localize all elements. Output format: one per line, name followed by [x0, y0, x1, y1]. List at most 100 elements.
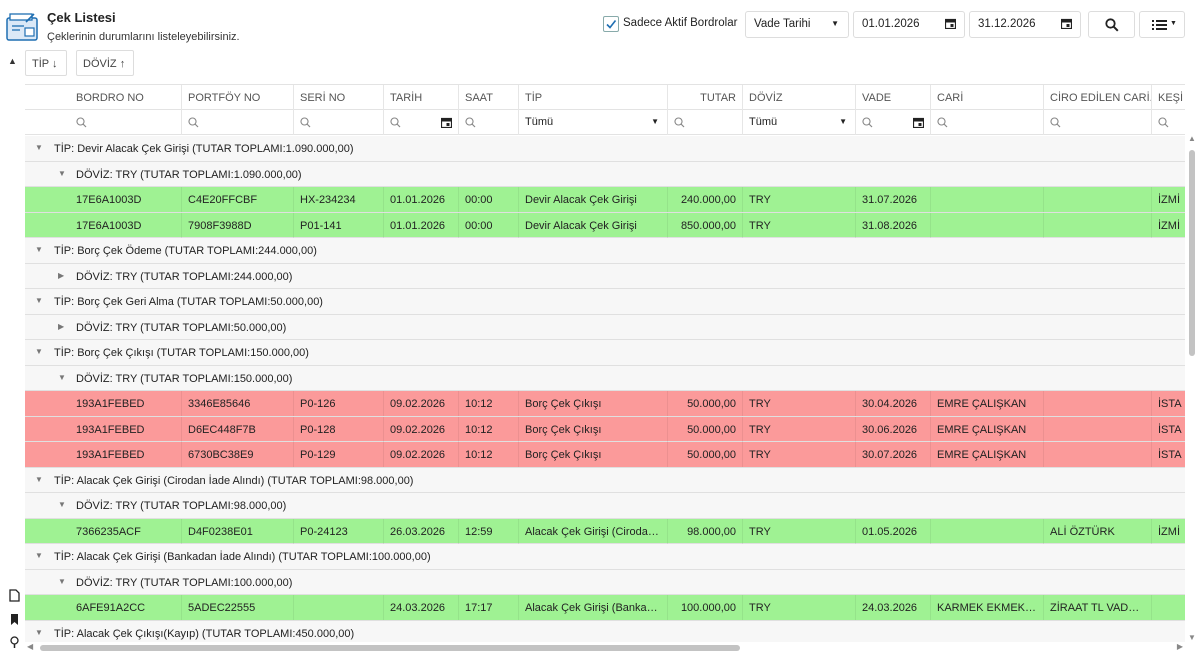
calendar-icon[interactable] [1061, 18, 1072, 29]
col-bordro-no-filter[interactable] [70, 110, 182, 135]
col-seri-no-filter[interactable] [294, 110, 384, 135]
file-icon[interactable] [9, 589, 20, 602]
col-cari-filter[interactable] [931, 110, 1044, 135]
col-ciro-edilen-cari-cell [1044, 187, 1152, 212]
col-vade-header[interactable]: VADE [856, 85, 931, 110]
col-ciro-edilen-cari-filter[interactable] [1044, 110, 1152, 135]
group-row-tip[interactable]: ▼ TİP: Alacak Çek Girişi (Cirodan İade Al… [25, 467, 1185, 493]
bookmark-icon[interactable] [9, 613, 20, 626]
chevron-down-icon[interactable]: ▼ [35, 551, 43, 560]
group-row-tip[interactable]: ▼ TİP: Borç Çek Çıkışı (TUTAR TOPLAMI:150… [25, 340, 1185, 366]
calendar-icon[interactable] [913, 117, 924, 128]
group-row-label: TİP: Alacak Çek Girişi (Bankadan İade Al… [54, 551, 431, 563]
chevron-down-icon[interactable]: ▼ [35, 627, 43, 637]
chevron-down-icon[interactable]: ▼ [58, 372, 66, 382]
horizontal-scrollbar[interactable]: ◀ ▶ [25, 642, 1185, 654]
col-vade-cell: 30.06.2026 [856, 416, 931, 442]
chevron-right-icon[interactable]: ▶ [58, 270, 65, 280]
col-tutar-cell: 50.000,00 [668, 391, 743, 416]
chevron-right-icon[interactable]: ▶ [58, 321, 65, 331]
col-tip-cell: Devir Alacak Çek Girişi [519, 187, 668, 212]
chevron-down-icon[interactable]: ▼ [35, 474, 43, 484]
col-cari-header[interactable]: CARİ [931, 85, 1044, 110]
table-row[interactable]: 6AFE91A2CC 5ADEC22555 24.03.2026 17:17 Alaca… [25, 595, 1185, 621]
list-menu-icon [1152, 20, 1167, 30]
table-row[interactable]: 193A1FEBED 6730BC38E9 P0-129 09.02.2026 10:1… [25, 442, 1185, 468]
table-row[interactable]: 17E6A1003D C4E20FFCBF HX-234234 01.01.2026 0… [25, 187, 1185, 213]
date-field-select[interactable]: Vade Tarihi ▼ [745, 11, 849, 38]
group-row-doviz[interactable]: ▼ DÖVİZ: TRY (TUTAR TOPLAMI:100.000,00) [25, 569, 1185, 595]
col-tarih-cell: 09.02.2026 [384, 416, 459, 442]
group-chip-doviz[interactable]: DÖVİZ ↑ [76, 50, 134, 76]
date-to-input[interactable]: 31.12.2026 [969, 11, 1081, 38]
col-tutar-header[interactable]: TUTAR [668, 85, 743, 110]
scroll-down-icon[interactable]: ▼ [1188, 633, 1196, 642]
group-chip-tip[interactable]: TİP ↓ [25, 50, 67, 76]
calendar-icon[interactable] [945, 18, 956, 29]
col-bordro-no-cell: 17E6A1003D [70, 187, 182, 212]
table-row[interactable]: 193A1FEBED 3346E85646 P0-126 09.02.2026 10:1… [25, 391, 1185, 417]
table-row[interactable]: 17E6A1003D 7908F3988D P01-141 01.01.2026 00:… [25, 212, 1185, 238]
collapse-panel-toggle[interactable]: ▲ [8, 56, 17, 66]
col-tip-header[interactable]: TİP [519, 85, 668, 110]
col-ciro-edilen-cari-header[interactable]: CİRO EDİLEN CARİ... [1044, 85, 1152, 110]
col-bordro-no-header[interactable]: BORDRO NO [70, 85, 182, 110]
vertical-scroll-thumb[interactable] [1189, 150, 1195, 356]
chevron-down-icon[interactable]: ▼ [35, 347, 43, 356]
col-tarih-header[interactable]: TARİH [384, 85, 459, 110]
col-portfoy-no-cell: D4F0238E01 [182, 518, 294, 544]
date-from-value: 01.01.2026 [862, 18, 920, 30]
col-ciro-edilen-cari-cell [1044, 212, 1152, 238]
chevron-down-icon[interactable]: ▼ [58, 168, 66, 178]
chevron-down-icon[interactable]: ▼ [35, 296, 43, 305]
chevron-down-icon[interactable]: ▼ [35, 245, 43, 254]
col-seri-no-header[interactable]: SERİ NO [294, 85, 384, 110]
group-row-doviz[interactable]: ▼ DÖVİZ: TRY (TUTAR TOPLAMI:150.000,00) [25, 365, 1185, 391]
scroll-right-icon[interactable]: ▶ [1176, 642, 1183, 651]
col-doviz-cell: TRY [743, 212, 856, 238]
check-icon [606, 20, 617, 29]
chevron-down-icon[interactable]: ▼ [35, 143, 43, 152]
vertical-scrollbar[interactable]: ▲ ▼ [1185, 134, 1199, 642]
filter-row: Tümü ▼ Tümü ▼ [25, 110, 1185, 135]
date-from-input[interactable]: 01.01.2026 [853, 11, 965, 38]
scroll-left-icon[interactable]: ◀ [27, 642, 34, 651]
search-button[interactable] [1088, 11, 1135, 38]
col-vade-filter[interactable] [856, 110, 931, 135]
group-row-label: TİP: Borç Çek Geri Alma (TUTAR TOPLAMI:5… [54, 296, 323, 308]
col-ciro-edilen-cari-cell [1044, 416, 1152, 442]
col-seri-no-cell: HX-234234 [294, 187, 384, 212]
group-row-tip[interactable]: ▼ TİP: Borç Çek Ödeme (TUTAR TOPLAMI:244.… [25, 238, 1185, 264]
col-kesideci-header[interactable]: KEŞİ [1152, 85, 1185, 110]
active-only-label[interactable]: Sadece Aktif Bordrolar [623, 17, 738, 29]
col-portfoy-no-filter[interactable] [182, 110, 294, 135]
chevron-down-icon[interactable]: ▼ [58, 576, 66, 586]
table-row[interactable]: 193A1FEBED D6EC448F7B P0-128 09.02.2026 10:1… [25, 416, 1185, 442]
col-doviz-header[interactable]: DÖVİZ [743, 85, 856, 110]
group-row-doviz[interactable]: ▶ DÖVİZ: TRY (TUTAR TOPLAMI:50.000,00) [25, 314, 1185, 340]
group-row-tip[interactable]: ▼ TİP: Devir Alacak Çek Girişi (TUTAR TOP… [25, 136, 1185, 162]
chevron-down-icon[interactable]: ▼ [58, 500, 66, 509]
group-row-tip[interactable]: ▼ TİP: Borç Çek Geri Alma (TUTAR TOPLAMI:… [25, 289, 1185, 315]
group-row-tip[interactable]: ▼ TİP: Alacak Çek Çıkışı(Kayıp) (TUTAR TO… [25, 620, 1185, 642]
horizontal-scroll-thumb[interactable] [40, 645, 740, 651]
active-only-checkbox[interactable] [603, 16, 619, 32]
group-row-doviz[interactable]: ▶ DÖVİZ: TRY (TUTAR TOPLAMI:244.000,00) [25, 263, 1185, 289]
col-saat-header[interactable]: SAAT [459, 85, 519, 110]
group-row-tip[interactable]: ▼ TİP: Alacak Çek Girişi (Bankadan İade A… [25, 544, 1185, 570]
list-options-button[interactable]: ▼ [1139, 11, 1185, 38]
table-row[interactable]: 7366235ACF D4F0238E01 P0-24123 26.03.2026 12… [25, 518, 1185, 544]
group-row-doviz[interactable]: ▼ DÖVİZ: TRY (TUTAR TOPLAMI:98.000,00) [25, 493, 1185, 519]
col-tutar-filter[interactable] [668, 110, 743, 135]
group-row-doviz[interactable]: ▼ DÖVİZ: TRY (TUTAR TOPLAMI:1.090.000,00) [25, 161, 1185, 187]
col-tarih-filter[interactable] [384, 110, 459, 135]
lightbulb-icon[interactable] [9, 636, 20, 649]
col-vade-cell: 31.07.2026 [856, 187, 931, 212]
calendar-icon[interactable] [441, 117, 452, 128]
col-saat-filter[interactable] [459, 110, 519, 135]
col-kesideci-filter[interactable] [1152, 110, 1185, 135]
scroll-up-icon[interactable]: ▲ [1188, 134, 1196, 143]
col-tip-filter[interactable]: Tümü ▼ [519, 110, 668, 135]
col-doviz-filter[interactable]: Tümü ▼ [743, 110, 856, 135]
col-portfoy-no-header[interactable]: PORTFÖY NO [182, 85, 294, 110]
